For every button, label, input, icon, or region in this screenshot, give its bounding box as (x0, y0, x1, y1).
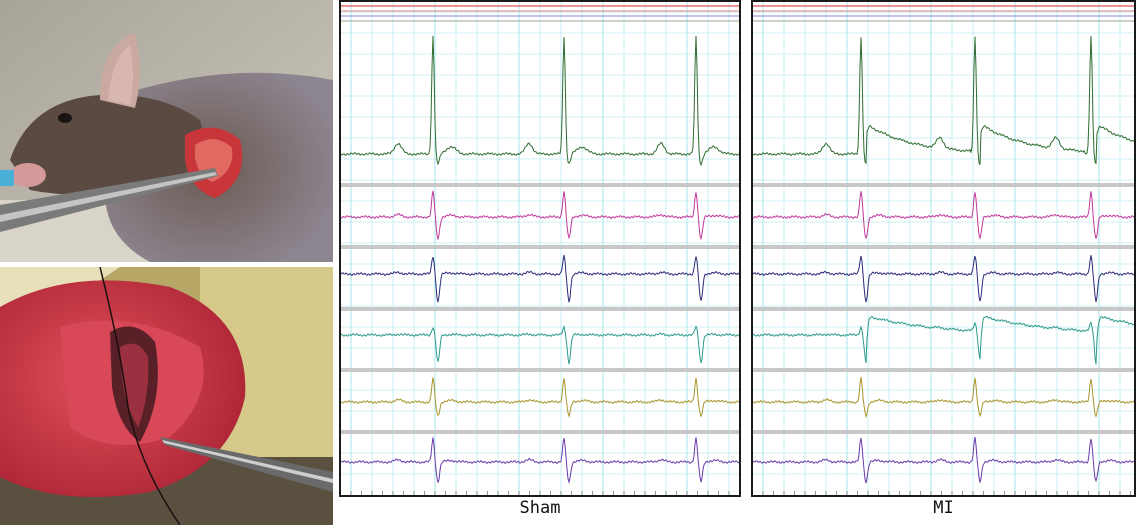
ecg-lead-trace (753, 376, 1134, 419)
ecg-lead-trace (753, 436, 1134, 484)
ecg-lead-trace (341, 437, 739, 485)
caption-sham: Sham (519, 498, 561, 518)
ecg-lead-trace (753, 35, 1134, 165)
lead-separator (341, 368, 739, 372)
ecg-panel-mi (751, 0, 1136, 497)
ecg-traces-sham (341, 2, 739, 495)
ecg-traces-mi (753, 2, 1134, 495)
header-lines (341, 5, 739, 22)
lead-separator (341, 245, 739, 249)
time-ticks (762, 491, 1131, 495)
time-ticks (350, 491, 730, 495)
ecg-lead-trace (341, 325, 739, 365)
lead-separator (341, 183, 739, 187)
thoracotomy-photo (0, 267, 333, 525)
ecg-lead-trace (341, 254, 739, 303)
caption-mi: MI (933, 498, 954, 518)
ecg-lead-trace (341, 190, 739, 241)
lead-separator (753, 307, 1134, 311)
lead-separator (753, 430, 1134, 434)
ecg-panel-sham (339, 0, 741, 497)
lead-separator (753, 245, 1134, 249)
header-lines (753, 5, 1134, 22)
ecg-lead-trace (341, 377, 739, 418)
ecg-lead-trace (753, 191, 1134, 240)
lead-separator (341, 307, 739, 311)
ecg-lead-trace (753, 255, 1134, 303)
mouse-intubation-photo (0, 0, 333, 262)
ecg-lead-trace (753, 315, 1134, 365)
ecg-lead-trace (341, 35, 739, 167)
lead-separator (341, 430, 739, 434)
lead-separator (753, 368, 1134, 372)
lead-separator (753, 183, 1134, 187)
